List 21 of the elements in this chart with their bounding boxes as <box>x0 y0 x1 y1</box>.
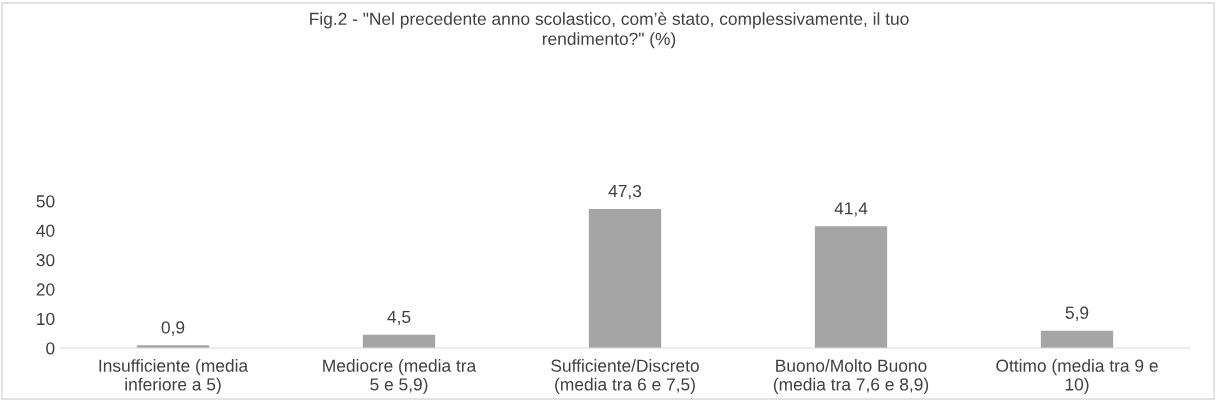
bar <box>362 334 436 348</box>
y-tick-label: 30 <box>36 253 55 267</box>
x-tick-label: Ottimo (media tra 9 e 10) <box>996 359 1158 394</box>
y-tick-label: 50 <box>36 195 55 208</box>
y-tick-label: 40 <box>36 224 55 237</box>
x-tick-label: Insufficiente (media inferiore a 5) <box>99 359 249 394</box>
bar <box>588 208 662 348</box>
bar <box>814 226 888 348</box>
y-tick-label: 10 <box>37 312 55 326</box>
x-tick-label: Sufficiente/Discreto (media tra 6 e 7,5) <box>551 359 699 394</box>
chart-title: Fig.2 - "Nel precedente anno scolastico, com’è stato, complessivamente, il tuo rendimento?" (%) <box>310 12 909 49</box>
y-tick-label: 20 <box>36 283 55 296</box>
x-tick-label: Mediocre (media tra 5 e 5,9) <box>323 359 477 394</box>
data-label: 5,9 <box>1065 306 1089 321</box>
bar <box>1040 330 1114 348</box>
data-label: 4,5 <box>387 310 411 326</box>
x-tick-label: Buono/Molto Buono (media tra 7,6 e 8,9) <box>773 359 929 394</box>
y-tick-label: 0 <box>46 342 55 355</box>
data-label: 0,9 <box>161 321 185 336</box>
data-label: 47,3 <box>608 184 642 200</box>
data-label: 41,4 <box>834 202 868 217</box>
